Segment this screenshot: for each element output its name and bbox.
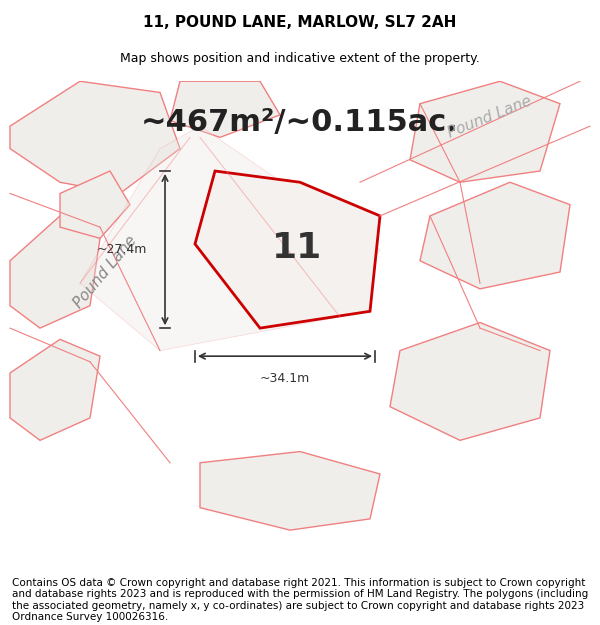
Text: Pound Lane: Pound Lane <box>446 94 534 141</box>
Text: Map shows position and indicative extent of the property.: Map shows position and indicative extent… <box>120 52 480 65</box>
Polygon shape <box>410 81 560 182</box>
Text: Contains OS data © Crown copyright and database right 2021. This information is : Contains OS data © Crown copyright and d… <box>12 578 588 622</box>
Polygon shape <box>10 81 180 194</box>
Polygon shape <box>200 451 380 530</box>
Polygon shape <box>10 339 100 441</box>
Polygon shape <box>390 322 550 441</box>
Polygon shape <box>170 81 280 138</box>
Text: ~27.4m: ~27.4m <box>97 243 147 256</box>
Polygon shape <box>10 216 100 328</box>
Polygon shape <box>80 126 380 351</box>
Polygon shape <box>60 171 130 238</box>
Text: Pound Lane: Pound Lane <box>71 233 139 311</box>
Polygon shape <box>420 182 570 289</box>
Text: 11, POUND LANE, MARLOW, SL7 2AH: 11, POUND LANE, MARLOW, SL7 2AH <box>143 15 457 30</box>
Text: ~34.1m: ~34.1m <box>260 372 310 385</box>
Polygon shape <box>195 171 380 328</box>
Text: ~467m²/~0.115ac.: ~467m²/~0.115ac. <box>141 108 459 138</box>
Text: 11: 11 <box>272 231 322 265</box>
